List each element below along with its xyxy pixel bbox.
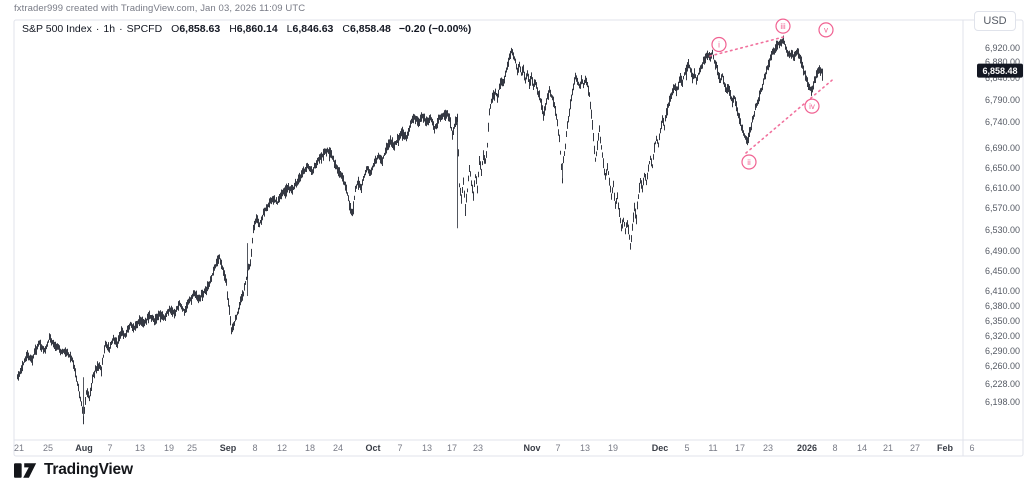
price-axis-label: 6,490.00 (985, 246, 1020, 256)
chart-pane[interactable] (14, 20, 963, 440)
time-axis-label: 7 (397, 443, 402, 453)
time-axis-label: Oct (365, 443, 380, 453)
change-value: −0.20 (−0.00%) (398, 23, 472, 35)
symbol-legend: S&P 500 Index · 1h · SPCFD O6,858.63 H6,… (22, 23, 471, 35)
time-axis-label: 8 (832, 443, 837, 453)
tradingview-branding[interactable]: TradingView (14, 461, 133, 479)
price-axis-label: 6,920.00 (985, 43, 1020, 53)
price-axis-label: 6,260.00 (985, 361, 1020, 371)
time-axis-label: 7 (555, 443, 560, 453)
time-axis-label: Dec (652, 443, 669, 453)
time-axis-label: 5 (684, 443, 689, 453)
time-axis-label: 13 (580, 443, 590, 453)
price-axis-label: 6,570.00 (985, 203, 1020, 213)
chart-frame (13, 19, 1024, 457)
svg-text:iii: iii (780, 22, 786, 31)
time-axis-label: 25 (187, 443, 197, 453)
time-axis[interactable]: 21 25 Aug 7 13 19 25 Sep 8 12 18 24 Oct 7 13 17 23 Nov 7 13… (14, 443, 975, 453)
time-axis-label: 21 (883, 443, 893, 453)
tradingview-wordmark: TradingView (44, 461, 133, 478)
wave-trendline[interactable] (709, 36, 785, 57)
time-axis-label: 25 (43, 443, 53, 453)
symbol-name[interactable]: S&P 500 Index (22, 23, 92, 35)
price-axis-label: 6,530.00 (985, 225, 1020, 235)
price-axis-label: 6,228.00 (985, 379, 1020, 389)
wave-label-v[interactable]: v (818, 22, 834, 38)
time-axis-label: 23 (473, 443, 483, 453)
high-label: H (229, 23, 237, 35)
time-axis-label: 6 (969, 443, 974, 453)
price-axis-label: 6,650.00 (985, 163, 1020, 173)
price-axis-label: 6,790.00 (985, 95, 1020, 105)
time-axis-label: 19 (608, 443, 618, 453)
svg-text:6,858.48: 6,858.48 (982, 66, 1017, 76)
price-axis-label: 6,350.00 (985, 316, 1020, 326)
low-label: L (286, 23, 293, 35)
time-axis-label: 2026 (797, 443, 817, 453)
price-axis-label: 6,290.00 (985, 346, 1020, 356)
time-axis-label: 12 (277, 443, 287, 453)
price-axis-label: 6,410.00 (985, 286, 1020, 296)
time-axis-label: 8 (252, 443, 257, 453)
time-axis-label: 17 (735, 443, 745, 453)
open-label: O (171, 23, 180, 35)
time-axis-label: 18 (305, 443, 315, 453)
close-value: 6,858.48 (349, 23, 391, 35)
svg-text:i: i (718, 40, 720, 49)
time-axis-label: 23 (763, 443, 773, 453)
market-label: SPCFD (126, 23, 163, 35)
interval-label[interactable]: 1h (103, 23, 116, 35)
price-axis-label: 6,740.00 (985, 117, 1020, 127)
close-label: C (342, 23, 350, 35)
time-axis-label: 17 (447, 443, 457, 453)
wave-label-ii[interactable]: ii (741, 154, 757, 170)
legend-separator: · (119, 23, 123, 35)
time-axis-label: Sep (220, 443, 237, 453)
svg-text:ii: ii (747, 158, 751, 167)
price-axis-label: 6,840.00 (985, 73, 1020, 83)
currency-toggle-button[interactable]: USD (974, 11, 1016, 31)
time-axis-label: 11 (708, 443, 717, 453)
price-axis-label: 6,198.00 (985, 397, 1020, 407)
price-axis-label: 6,690.00 (985, 143, 1020, 153)
svg-text:v: v (824, 26, 828, 35)
time-axis-label: 13 (135, 443, 145, 453)
price-axis-label: 6,380.00 (985, 301, 1020, 311)
time-axis-label: 27 (910, 443, 920, 453)
time-axis-label: 14 (857, 443, 867, 453)
price-axis-label: 6,320.00 (985, 331, 1020, 341)
tradingview-logo-icon (14, 462, 37, 478)
low-value: 6,846.63 (292, 23, 334, 35)
time-axis-label: 7 (107, 443, 112, 453)
price-axis-label: 6,450.00 (985, 266, 1020, 276)
time-axis-label: 21 (14, 443, 24, 453)
price-axis-label: 6,610.00 (985, 183, 1020, 193)
wave-label-iii[interactable]: iii (775, 18, 791, 34)
time-axis-label: 24 (333, 443, 343, 453)
time-axis-label: Feb (937, 443, 954, 453)
high-value: 6,860.14 (236, 23, 278, 35)
snapshot-caption: fxtrader999 created with TradingView.com… (14, 3, 306, 14)
time-axis-label: Aug (75, 443, 93, 453)
time-axis-label: 13 (422, 443, 432, 453)
wave-label-iv[interactable]: iv (804, 98, 820, 114)
price-bars (17, 35, 823, 425)
open-value: 6,858.63 (179, 23, 221, 35)
time-axis-label: Nov (523, 443, 540, 453)
time-axis-label: 19 (164, 443, 174, 453)
legend-separator: · (95, 23, 100, 35)
svg-text:iv: iv (809, 102, 815, 111)
price-axis[interactable]: 6,920.00 6,880.00 6,840.00 6,790.00 6,740.00… (985, 43, 1020, 407)
price-axis-label: 6,880.00 (985, 57, 1020, 67)
wave-label-i[interactable]: i (711, 36, 727, 53)
last-price-tag: 6,858.48 (977, 63, 1023, 78)
